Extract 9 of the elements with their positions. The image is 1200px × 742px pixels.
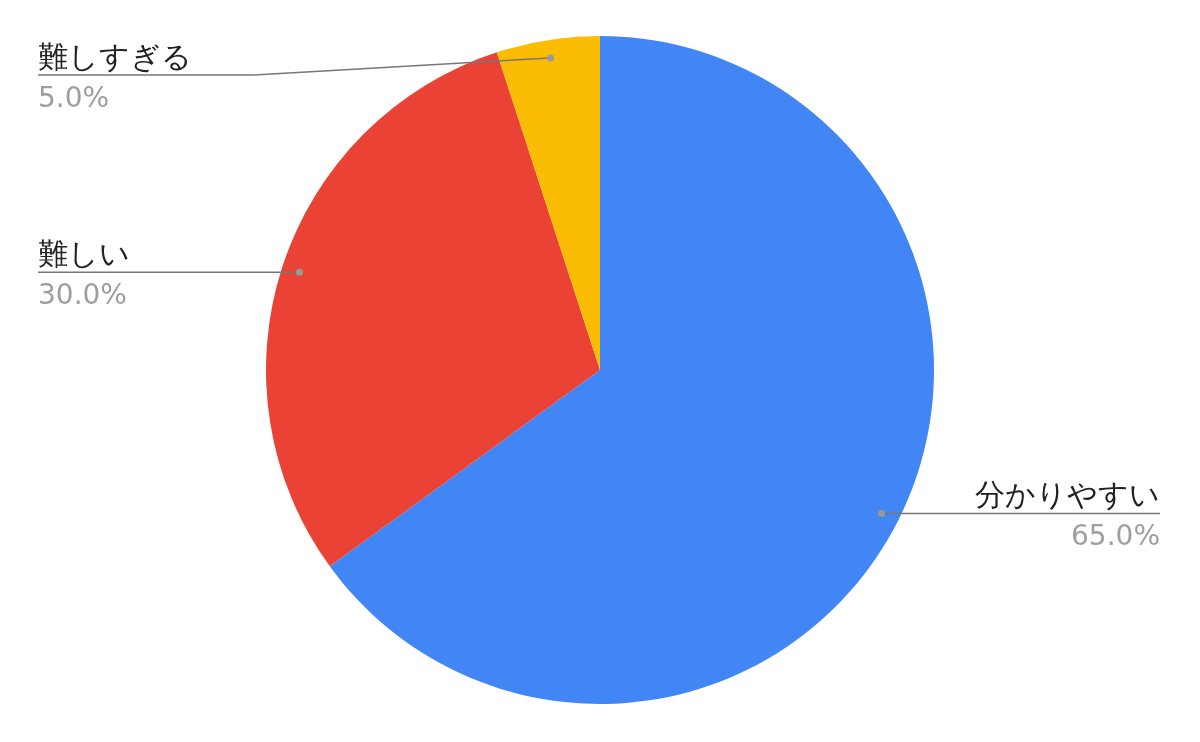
slice-label: 分かりやすい <box>975 477 1160 513</box>
data-label: 65.0% <box>1071 519 1160 553</box>
data-label: 5.0% <box>38 81 110 114</box>
data-label: 30.0% <box>38 278 127 312</box>
slice-label: 難しい <box>38 236 130 272</box>
slice-label: 難しすぎる <box>38 39 192 74</box>
pie-slice <box>266 52 600 567</box>
pie-slice <box>329 36 934 704</box>
pie-slice <box>496 36 600 370</box>
